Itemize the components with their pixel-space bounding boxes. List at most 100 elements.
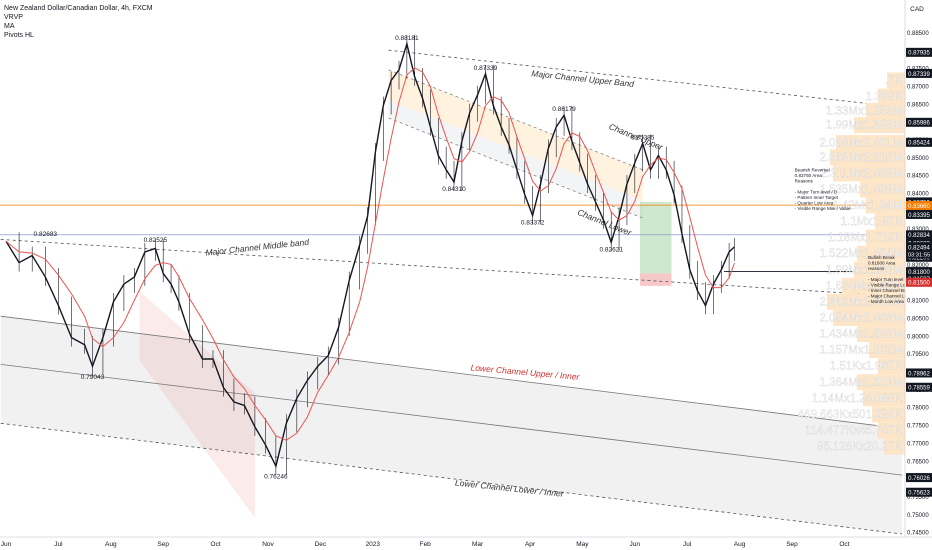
x-tick-label: May (576, 541, 589, 548)
volume-label: 1.434Mx1.538M (820, 329, 902, 341)
volume-label: 1.535Mx1.438M (820, 184, 902, 196)
note-line: Bullish Break (868, 255, 896, 260)
note-line: - Visible Range Mini / Value (795, 206, 851, 211)
price-layer (5, 34, 735, 476)
volume-label: 2.068Mx2.401M (820, 138, 902, 150)
note-line: - Visible Range Low (868, 283, 909, 288)
volume-label: 1.522Mx1.454M (820, 248, 902, 260)
x-tick-label: Oct (839, 541, 849, 548)
y-tick-label: 0.80500 (907, 316, 929, 322)
axis-price-tag (906, 277, 932, 287)
volume-bar (833, 309, 905, 326)
lower-channel-zone (0, 316, 903, 534)
note-line: - Month Low Area (868, 299, 904, 304)
y-tick-label: 0.84000 (907, 192, 929, 198)
volume-bar (836, 135, 905, 152)
volume-label: 85.126Kx20.27K (817, 441, 902, 453)
countdown-label: 03:31:55 (908, 253, 931, 259)
indicator-vrvp[interactable]: VRVP (4, 14, 23, 21)
volume-label: 1.33Mx1.253M (826, 105, 902, 117)
volume-label: 1.1Mx1.87K (841, 216, 903, 228)
volume-bar (857, 374, 905, 391)
x-tick-label: Dec (315, 541, 327, 548)
volume-label: .7K (885, 75, 903, 87)
volume-bar (854, 117, 905, 134)
volume-bar (866, 102, 905, 119)
lower-channel-lower-line (0, 422, 903, 535)
pivot-label: 0.79043 (81, 374, 105, 381)
volume-bar (878, 88, 905, 105)
axis-price-tag-label: 0.83395 (908, 213, 930, 219)
note-line: - Major Turn level (868, 277, 904, 282)
x-tick-label: Nov (262, 541, 274, 548)
chart-legend: New Zealand Dollar/Canadian Dollar, 4h, … (4, 4, 153, 40)
y-tick-label: 0.78000 (907, 406, 929, 412)
y-tick-label: 0.74500 (907, 531, 929, 537)
x-tick-label: Feb (420, 541, 432, 548)
axis-price-tag-label: 0.82200 (908, 256, 930, 262)
currency-label: CAD (910, 6, 924, 13)
x-tick-label: 2023 (366, 541, 381, 548)
pivot-label: 0.86179 (552, 106, 576, 113)
countdown-tag (906, 250, 932, 259)
axis-price-tag-label: 0.85424 (908, 141, 930, 147)
price-axis-layer: CAD0.885000.880000.875000.870000.865000.… (904, 0, 932, 550)
axis-price-tag-label: 0.87935 (908, 51, 930, 57)
falling-wedge-zone (139, 291, 255, 518)
indicator-ma[interactable]: MA (4, 23, 15, 30)
note-line: - Quarter Low Area (795, 201, 834, 206)
lower-channel-mid-line (0, 364, 903, 476)
axis-price-tag (906, 68, 932, 78)
axis-price-tag-label: 0.78559 (908, 386, 930, 392)
axis-price-tag (906, 230, 932, 240)
y-tick-label: 0.81000 (907, 299, 929, 305)
channel-upper-zone (388, 69, 643, 201)
pivot-label: 0.76246 (264, 474, 288, 481)
axis-price-tag-label: 0.81500 (908, 281, 930, 287)
indicator-pivots[interactable]: Pivots HL (4, 32, 34, 39)
axis-price-tag-label: 0.76026 (908, 476, 930, 482)
axis-price-tag-label: 0.82834 (908, 233, 930, 239)
volume-bar (842, 277, 905, 294)
axis-price-tag (906, 368, 932, 378)
volume-bar (857, 326, 905, 343)
pivot-label: 0.83372 (521, 220, 545, 227)
y-tick-label: 0.85000 (907, 156, 929, 162)
volume-label: 2.311Mx2.433M (820, 168, 902, 180)
x-tick-label: Oct (211, 541, 221, 548)
y-tick-label: 0.87000 (907, 84, 929, 90)
volume-label: 2.569Mx2.215M (820, 152, 902, 164)
volume-bar (860, 181, 905, 198)
volume-bar (884, 438, 905, 455)
volume-label: 1.398K (866, 91, 903, 103)
y-tick-label: 0.86500 (907, 102, 929, 108)
pivot-label: 0.82621 (599, 246, 623, 253)
volume-bar (863, 390, 905, 407)
volume-label: 1.634Mx1.85M (826, 280, 902, 292)
volume-bar (854, 261, 905, 278)
x-tick-label: Aug (105, 541, 117, 548)
axis-price-tag-label: 0.78962 (908, 371, 930, 377)
volume-label: 1.51Kx1.997K (830, 361, 903, 373)
long-stop-zone (640, 273, 672, 286)
volume-bar (875, 213, 905, 230)
pivot-label: 0.84310 (442, 186, 466, 193)
volume-label: 1.99Mx1.198M (826, 264, 902, 276)
volume-bar (869, 342, 905, 359)
time-axis-layer: Jun Jul Aug Sep Oct Nov Dec 2023 Feb Mar Apr May Jun… (0, 536, 932, 548)
axis-price-tag (906, 47, 932, 57)
axis-price-tag (906, 473, 932, 483)
axis-price-tag (906, 117, 932, 127)
volume-bar (857, 245, 905, 262)
volume-bar (878, 358, 905, 375)
volume-bar (878, 422, 905, 439)
volume-label: 1.42Mx1.04M (832, 200, 902, 212)
major-channel-middle-line (0, 239, 903, 297)
pivot-label: 0.85385 (631, 134, 655, 141)
chart-title: New Zealand Dollar/Canadian Dollar, 4h, … (4, 5, 153, 12)
axis-price-tag (906, 209, 932, 219)
volume-bar (866, 229, 905, 246)
